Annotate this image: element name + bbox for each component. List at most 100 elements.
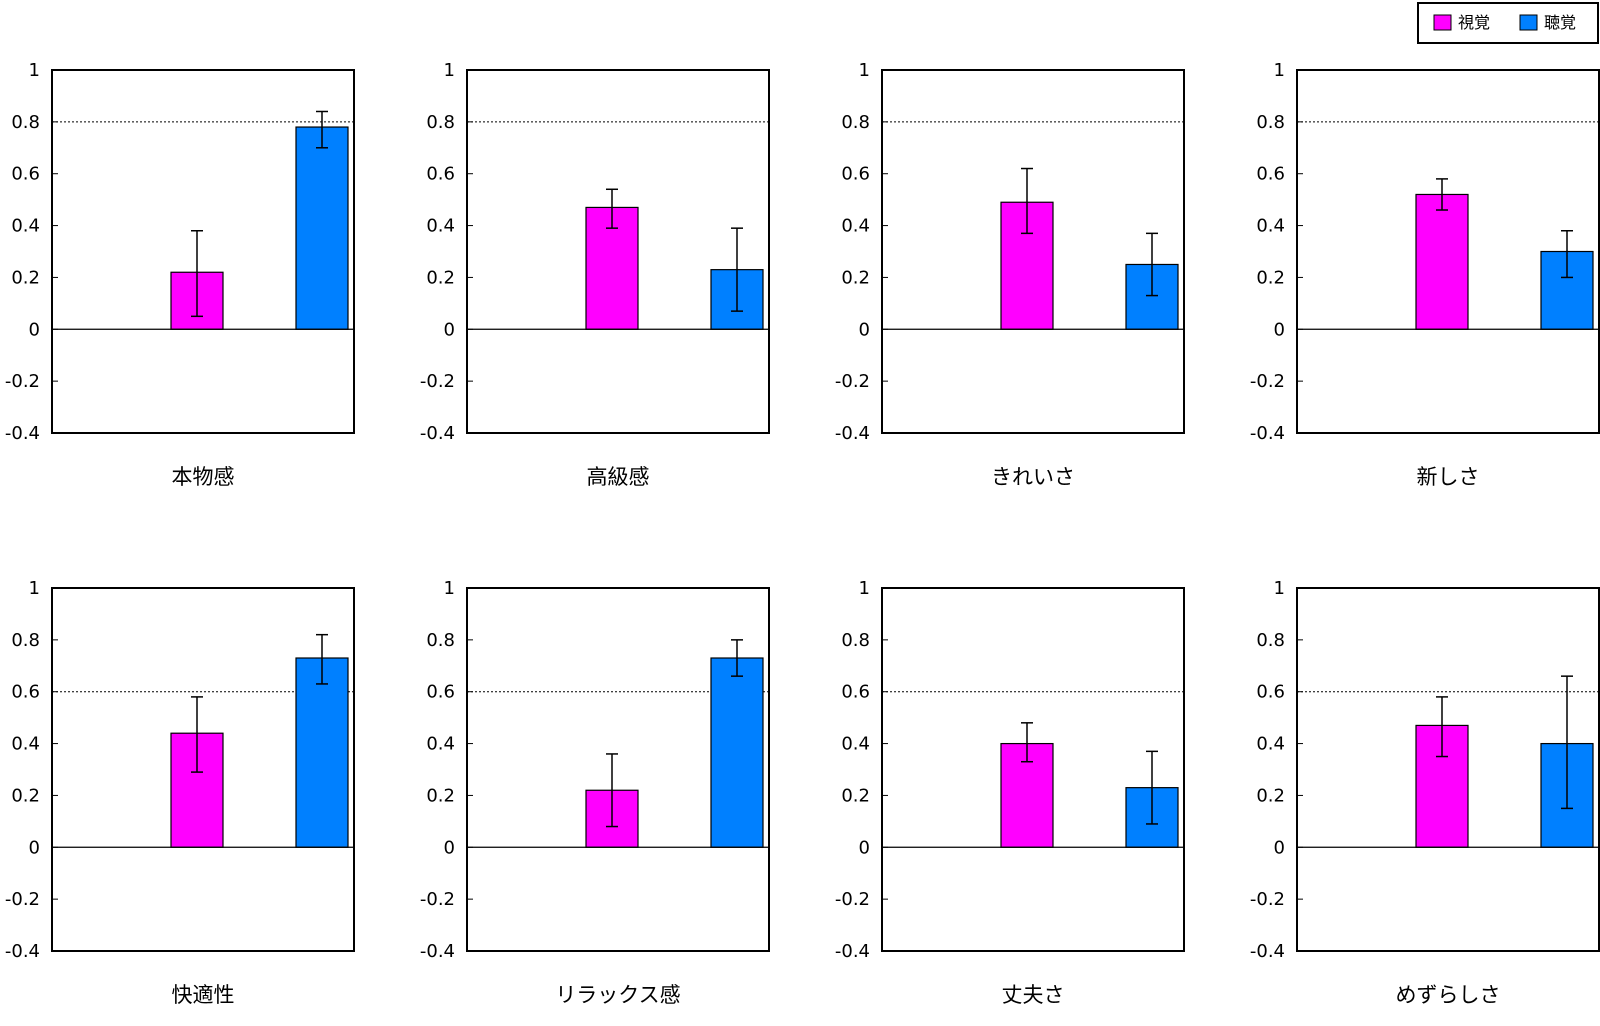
panel-3: 1 0.8 0.6 0.4 0.2 0 -0.2 -0.4 きれいさ [835, 60, 1185, 489]
legend: 視覚 聴覚 [1417, 2, 1599, 44]
y-tick-label: 0 [1274, 837, 1285, 858]
y-tick-label: 0.8 [841, 112, 870, 133]
y-tick-label: -0.2 [1250, 889, 1285, 910]
y-tick-label: 0 [444, 837, 455, 858]
y-tick-label: 0.4 [11, 216, 40, 237]
y-tick-label: 1 [1274, 60, 1285, 81]
y-tick-label: -0.4 [5, 423, 40, 444]
y-tick-label: 0.4 [841, 216, 870, 237]
y-tick-label: 1 [444, 60, 455, 81]
y-tick-label: 0.4 [426, 734, 455, 755]
y-tick-label: 0.2 [426, 785, 455, 806]
y-tick-label: 0.8 [11, 112, 40, 133]
plot-frame [1296, 587, 1600, 952]
y-tick-label: 0.2 [426, 267, 455, 288]
y-tick-label: 0.4 [841, 734, 870, 755]
bar-visual [1415, 193, 1469, 330]
bar-auditory [295, 126, 349, 330]
y-tick-label: 0.6 [1256, 682, 1285, 703]
bar-auditory [295, 657, 349, 848]
panel-8: 1 0.8 0.6 0.4 0.2 0 -0.2 -0.4 めずらしさ [1250, 578, 1600, 1007]
panel-title: めずらしさ [1396, 983, 1501, 1007]
plot-frame [51, 69, 355, 434]
y-tick-label: 1 [29, 578, 40, 599]
panel-7: 1 0.8 0.6 0.4 0.2 0 -0.2 -0.4 丈夫さ [835, 578, 1185, 1007]
panels: 1 0.8 0.6 0.4 0.2 0 -0.2 -0.4 本物感 1 0.8 0.6 0.4 0.2 0 -… [5, 60, 1600, 1007]
y-tick-label: 0.6 [841, 682, 870, 703]
legend-swatch-auditory [1519, 14, 1538, 31]
y-tick-label: -0.4 [420, 423, 455, 444]
y-tick-label: 0.2 [841, 785, 870, 806]
y-tick-label: 0.8 [426, 112, 455, 133]
bar-auditory [710, 657, 764, 848]
panel-6: 1 0.8 0.6 0.4 0.2 0 -0.2 -0.4 リラックス感 [420, 578, 770, 1007]
y-tick-label: -0.4 [1250, 941, 1285, 962]
y-tick-label: 0.8 [1256, 630, 1285, 651]
y-tick-label: 0 [859, 319, 870, 340]
plot-frame [881, 587, 1185, 952]
y-tick-label: 1 [29, 60, 40, 81]
plot-frame [51, 587, 355, 952]
plot-frame [466, 587, 770, 952]
y-tick-label: 0 [859, 837, 870, 858]
y-tick-label: 0.8 [426, 630, 455, 651]
y-tick-label: 0.2 [1256, 785, 1285, 806]
y-tick-label: -0.2 [835, 371, 870, 392]
panel-title: 本物感 [172, 465, 235, 489]
y-tick-label: -0.4 [5, 941, 40, 962]
plot-frame [881, 69, 1185, 434]
bar-visual [585, 206, 639, 330]
panel-title: 新しさ [1417, 465, 1480, 489]
y-tick-label: -0.4 [835, 941, 870, 962]
y-tick-label: 0.2 [1256, 267, 1285, 288]
y-tick-label: -0.2 [1250, 371, 1285, 392]
y-tick-label: 0.4 [11, 734, 40, 755]
y-tick-label: 0.8 [841, 630, 870, 651]
y-tick-label: -0.2 [5, 889, 40, 910]
panel-1: 1 0.8 0.6 0.4 0.2 0 -0.2 -0.4 本物感 [5, 60, 355, 489]
y-tick-label: 1 [859, 578, 870, 599]
plot-frame [1296, 69, 1600, 434]
y-tick-label: 0.2 [841, 267, 870, 288]
y-tick-label: 0.2 [11, 267, 40, 288]
panel-title: きれいさ [991, 465, 1075, 489]
y-tick-label: -0.2 [835, 889, 870, 910]
panel-title: 高級感 [587, 465, 650, 489]
y-tick-label: 0.6 [11, 164, 40, 185]
y-tick-label: 1 [1274, 578, 1285, 599]
y-tick-label: 1 [859, 60, 870, 81]
panel-5: 1 0.8 0.6 0.4 0.2 0 -0.2 -0.4 快適性 [5, 578, 355, 1007]
y-tick-label: 0.6 [426, 164, 455, 185]
panel-title: 快適性 [172, 983, 235, 1007]
legend-swatch-visual [1433, 14, 1452, 31]
panel-title: リラックス感 [555, 983, 680, 1007]
panel-title: 丈夫さ [1002, 983, 1065, 1007]
y-tick-label: -0.2 [420, 889, 455, 910]
y-tick-label: 0.4 [426, 216, 455, 237]
y-tick-label: 0.4 [1256, 216, 1285, 237]
y-tick-label: 0.8 [11, 630, 40, 651]
y-tick-label: -0.4 [420, 941, 455, 962]
plot-frame [466, 69, 770, 434]
y-tick-label: -0.4 [835, 423, 870, 444]
legend-label-auditory: 聴覚 [1544, 13, 1576, 32]
y-tick-label: -0.2 [5, 371, 40, 392]
y-tick-label: 0.6 [1256, 164, 1285, 185]
y-tick-label: 0 [1274, 319, 1285, 340]
y-tick-label: 0.4 [1256, 734, 1285, 755]
y-tick-label: 0.6 [841, 164, 870, 185]
panel-4: 1 0.8 0.6 0.4 0.2 0 -0.2 -0.4 新しさ [1250, 60, 1600, 489]
panel-2: 1 0.8 0.6 0.4 0.2 0 -0.2 -0.4 高級感 [420, 60, 770, 489]
y-tick-label: 0.8 [1256, 112, 1285, 133]
y-tick-label: 0.6 [11, 682, 40, 703]
y-tick-label: 0 [29, 319, 40, 340]
legend-label-visual: 視覚 [1458, 13, 1490, 32]
y-tick-label: 0.2 [11, 785, 40, 806]
y-tick-label: 0 [444, 319, 455, 340]
y-tick-label: -0.2 [420, 371, 455, 392]
y-tick-label: 1 [444, 578, 455, 599]
y-tick-label: 0.6 [426, 682, 455, 703]
y-tick-label: -0.4 [1250, 423, 1285, 444]
y-tick-label: 0 [29, 837, 40, 858]
